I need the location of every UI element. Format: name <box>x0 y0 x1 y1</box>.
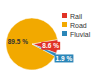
chart: 8.6 % 89.5 % 1.9 % Rail Road Fluvial <box>0 0 100 80</box>
legend-item: Fluvial <box>62 31 91 38</box>
data-label-text: 8.6 % <box>42 42 59 49</box>
legend-item: Road <box>62 22 87 29</box>
data-label-box <box>55 54 74 62</box>
data-label: 8.6 % <box>41 42 60 50</box>
data-label-text: 1.9 % <box>56 55 73 62</box>
legend: Rail Road Fluvial <box>62 13 91 38</box>
data-labels: 8.6 % 89.5 % 1.9 % <box>8 38 74 62</box>
data-label-box <box>41 42 60 50</box>
legend-swatch <box>62 22 67 27</box>
legend-item: Rail <box>62 13 83 20</box>
legend-swatch <box>62 31 67 36</box>
legend-swatch <box>62 13 67 18</box>
legend-label: Fluvial <box>70 31 91 38</box>
data-label: 89.5 % <box>8 38 28 45</box>
data-label: 1.9 % <box>55 54 74 62</box>
legend-label: Rail <box>70 13 83 20</box>
legend-label: Road <box>70 22 87 29</box>
data-label-text: 89.5 % <box>8 38 28 45</box>
